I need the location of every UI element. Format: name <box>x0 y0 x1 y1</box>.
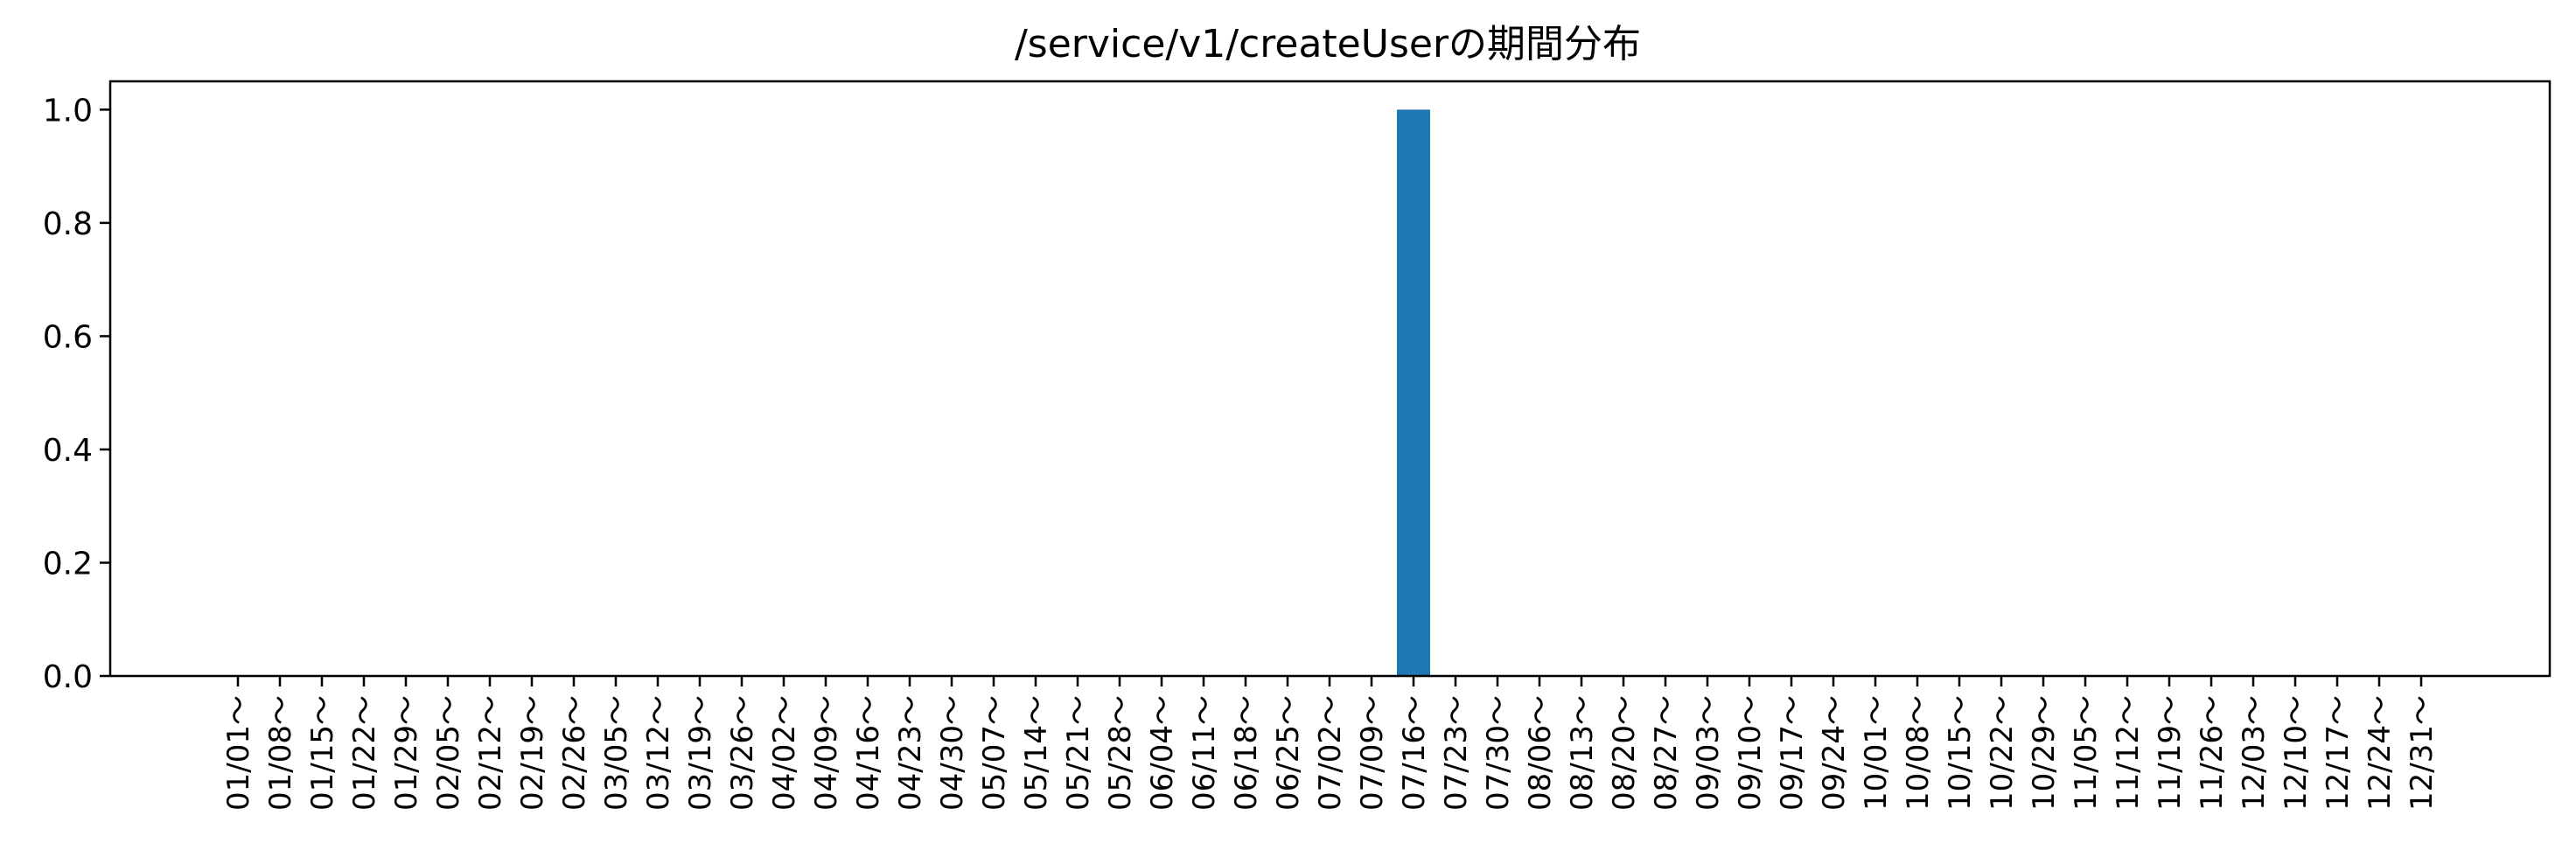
y-axis: 0.0 0.2 0.4 0.6 0.8 1.0 <box>43 93 110 695</box>
x-tick-label: 02/05～ <box>431 695 466 811</box>
x-tick-label: 06/04～ <box>1145 695 1180 811</box>
x-tick-label: 05/28～ <box>1103 695 1138 811</box>
x-tick-label: 09/10～ <box>1733 695 1768 811</box>
x-tick-label: 10/01～ <box>1859 695 1894 811</box>
x-tick-label: 11/19～ <box>2153 695 2188 811</box>
x-tick-label: 06/18～ <box>1229 695 1264 811</box>
x-tick-label: 02/26～ <box>557 695 592 811</box>
y-tick-label: 0.6 <box>43 319 93 355</box>
x-tick-label: 12/03～ <box>2237 695 2272 811</box>
x-tick-label: 07/30～ <box>1481 695 1516 811</box>
x-tick-label: 09/03～ <box>1691 695 1726 811</box>
x-tick-label: 03/05～ <box>599 695 634 811</box>
x-tick-label: 04/16～ <box>851 695 886 811</box>
x-tick-label: 08/13～ <box>1565 695 1600 811</box>
x-axis: 01/01～ 01/08～ 01/15～ 01/22～ 01/29～ 02/05～ 02/1… <box>221 676 2440 811</box>
x-tick-label: 10/15～ <box>1943 695 1978 811</box>
x-tick-label: 12/31～ <box>2405 695 2440 811</box>
x-tick-label: 10/08～ <box>1901 695 1936 811</box>
x-tick-label: 03/26～ <box>725 695 760 811</box>
x-tick-label: 07/16～ <box>1397 695 1432 811</box>
x-tick-label: 05/14～ <box>1019 695 1054 811</box>
y-tick-label: 0.0 <box>43 659 93 695</box>
x-tick-label: 01/22～ <box>347 695 382 811</box>
x-tick-label: 01/01～ <box>221 695 256 811</box>
x-tick-label: 05/21～ <box>1061 695 1096 811</box>
x-tick-label: 02/19～ <box>515 695 550 811</box>
x-tick-label: 11/12～ <box>2111 695 2146 811</box>
x-tick-label: 07/09～ <box>1355 695 1390 811</box>
x-tick-label: 01/29～ <box>389 695 424 811</box>
x-tick-label: 03/19～ <box>683 695 718 811</box>
x-tick-label: 09/17～ <box>1775 695 1810 811</box>
plot-frame <box>110 81 2550 676</box>
x-tick-label: 08/27～ <box>1649 695 1684 811</box>
x-tick-label: 12/17～ <box>2321 695 2356 811</box>
x-tick-label: 11/26～ <box>2195 695 2230 811</box>
x-tick-label: 08/06～ <box>1523 695 1558 811</box>
x-tick-label: 12/10～ <box>2279 695 2314 811</box>
y-tick-label: 0.2 <box>43 546 93 582</box>
x-tick-label: 07/02～ <box>1313 695 1348 811</box>
x-tick-label: 10/22～ <box>1985 695 2020 811</box>
x-tick-label: 04/02～ <box>767 695 802 811</box>
x-tick-label: 12/24～ <box>2363 695 2398 811</box>
x-tick-label: 01/15～ <box>305 695 340 811</box>
bar-series <box>1397 109 1430 676</box>
x-tick-label: 01/08～ <box>263 695 298 811</box>
bar <box>1397 109 1430 676</box>
x-tick-label: 07/23～ <box>1439 695 1474 811</box>
x-tick-label: 08/20～ <box>1607 695 1642 811</box>
x-tick-label: 02/12～ <box>473 695 508 811</box>
x-tick-label: 06/25～ <box>1271 695 1306 811</box>
x-tick-label: 05/07～ <box>977 695 1012 811</box>
x-tick-label: 04/30～ <box>935 695 970 811</box>
y-tick-label: 0.8 <box>43 206 93 242</box>
x-tick-label: 04/23～ <box>893 695 928 811</box>
x-tick-label: 03/12～ <box>641 695 676 811</box>
chart-title: /service/v1/createUserの期間分布 <box>1015 22 1641 66</box>
x-tick-label: 04/09～ <box>809 695 844 811</box>
x-tick-label: 09/24～ <box>1817 695 1852 811</box>
x-tick-label: 06/11～ <box>1187 695 1222 811</box>
y-tick-label: 1.0 <box>43 93 93 129</box>
x-tick-label: 11/05～ <box>2069 695 2104 811</box>
x-tick-label: 10/29～ <box>2027 695 2062 811</box>
y-tick-label: 0.4 <box>43 433 93 469</box>
